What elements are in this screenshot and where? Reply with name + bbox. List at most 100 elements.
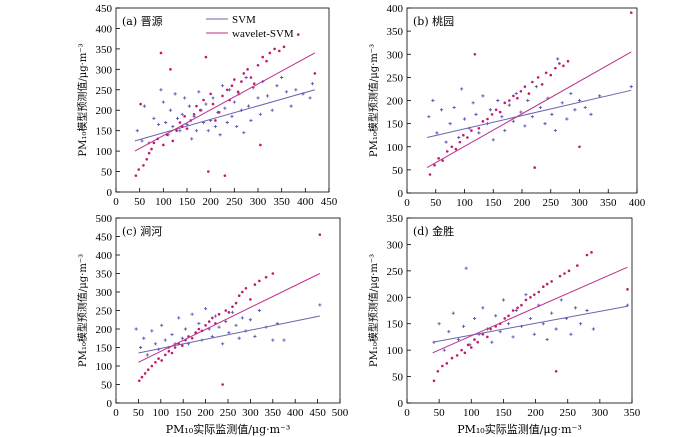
x-tick-label: 150 bbox=[495, 407, 512, 419]
wavelet-svm-point bbox=[140, 375, 144, 379]
svm-point bbox=[211, 96, 215, 100]
wavelet-svm-point bbox=[150, 364, 154, 368]
wavelet-svm-point bbox=[489, 327, 492, 331]
wavelet-svm-point bbox=[516, 96, 519, 100]
panel-4: 0 50 100 150 200 250 300 350 0 50 100 150 200 250 300 3… bbox=[367, 213, 641, 436]
svm-point bbox=[448, 122, 452, 126]
svm-point bbox=[170, 332, 174, 337]
svm-point bbox=[265, 94, 270, 98]
svm-point bbox=[253, 334, 257, 338]
y-tick-label: 150 bbox=[387, 319, 404, 331]
wavelet-svm-point bbox=[217, 312, 221, 316]
wavelet-svm-point bbox=[249, 298, 252, 301]
wavelet-svm-point bbox=[567, 269, 571, 273]
svm-point bbox=[177, 316, 181, 320]
x-tick-label: 100 bbox=[153, 407, 170, 419]
svm-point bbox=[477, 131, 481, 135]
wavelet-svm-point bbox=[441, 159, 444, 162]
y-tick-label: 250 bbox=[387, 72, 404, 84]
svm-point bbox=[556, 57, 560, 61]
wavelet-svm-point bbox=[139, 102, 142, 106]
wavelet-svm-point bbox=[486, 117, 489, 121]
x-tick-label: 250 bbox=[559, 407, 576, 419]
wavelet-svm-point bbox=[236, 90, 240, 94]
wavelet-svm-point bbox=[244, 287, 248, 290]
y-tick-label: 300 bbox=[96, 287, 113, 299]
svm-point bbox=[554, 327, 558, 331]
wavelet-svm-point bbox=[261, 55, 265, 59]
wavelet-svm-point bbox=[162, 143, 165, 147]
svm-point bbox=[437, 322, 441, 326]
wavelet-svm-point bbox=[233, 78, 236, 81]
wavelet-svm-point bbox=[473, 338, 476, 341]
wavelet-svm-point bbox=[217, 110, 221, 114]
wavelet-svm-series bbox=[432, 251, 629, 383]
wavelet-svm-point bbox=[145, 157, 149, 161]
svm-point bbox=[506, 322, 511, 326]
svm-point bbox=[256, 96, 260, 100]
svm-point bbox=[234, 323, 238, 327]
svm-point bbox=[318, 303, 322, 307]
wavelet-svm-point bbox=[516, 306, 519, 310]
wavelet-svm-point bbox=[503, 101, 507, 105]
y-tick-label: 150 bbox=[96, 126, 113, 138]
svm-point bbox=[439, 108, 444, 112]
svm-point bbox=[490, 340, 494, 344]
y-tick-label: 450 bbox=[96, 232, 113, 244]
wavelet-svm-point bbox=[532, 293, 536, 296]
svm-point bbox=[206, 129, 210, 133]
wavelet-svm-point bbox=[253, 283, 257, 286]
y-tick-label: 100 bbox=[387, 345, 404, 357]
svm-point bbox=[496, 98, 500, 103]
wavelet-svm-point bbox=[137, 379, 141, 383]
y-tick-label: 0 bbox=[398, 188, 404, 200]
wavelet-svm-point bbox=[234, 301, 238, 305]
wavelet-svm-point bbox=[460, 348, 463, 352]
wavelet-svm-point bbox=[437, 157, 440, 160]
wavelet-svm-point bbox=[578, 145, 581, 149]
svm-point bbox=[197, 321, 201, 326]
svm-point bbox=[530, 115, 534, 119]
y-axis-label: PM₁₀模型预测值/μg·m⁻³ bbox=[76, 43, 89, 156]
wavelet-svm-point bbox=[256, 63, 260, 67]
wavelet-svm-point bbox=[450, 145, 454, 149]
x-tick-label: 50 bbox=[134, 196, 146, 208]
svm-point bbox=[197, 90, 201, 94]
svm-point bbox=[248, 318, 252, 322]
y-tick-label: 50 bbox=[392, 165, 404, 177]
panel-3: 0 50 100 150 200 250 300 350 400 450 500 0 50 100 150 2… bbox=[76, 213, 349, 436]
svm-point bbox=[218, 133, 222, 137]
wavelet-svm-point bbox=[486, 335, 489, 339]
svm-point bbox=[427, 115, 431, 119]
wavelet-svm-point bbox=[249, 76, 253, 79]
wavelet-svm-point bbox=[507, 314, 510, 318]
wavelet-svm-point bbox=[214, 119, 217, 122]
x-tick-label: 300 bbox=[250, 196, 267, 208]
svm-point bbox=[550, 311, 554, 315]
y-tick-label: 350 bbox=[96, 44, 113, 56]
y-tick-label: 200 bbox=[387, 96, 404, 108]
svm-point bbox=[541, 322, 545, 326]
wavelet-svm-point bbox=[159, 51, 163, 55]
svm-point bbox=[163, 338, 167, 342]
svm-point bbox=[577, 98, 582, 103]
wavelet-svm-point bbox=[221, 383, 224, 386]
svm-point bbox=[227, 331, 231, 335]
y-tick-label: 350 bbox=[387, 26, 404, 38]
svm-point bbox=[498, 330, 502, 334]
svm-point bbox=[258, 112, 262, 116]
svm-point bbox=[511, 335, 515, 339]
svm-point bbox=[171, 124, 175, 129]
wavelet-svm-point bbox=[490, 113, 494, 116]
wavelet-svm-point bbox=[204, 324, 207, 327]
y-tick-label: 100 bbox=[96, 361, 113, 373]
wavelet-svm-point bbox=[225, 88, 229, 92]
x-tick-label: 100 bbox=[463, 407, 480, 419]
svm-point bbox=[553, 128, 557, 133]
y-tick-label: 150 bbox=[387, 119, 404, 131]
svm-point bbox=[228, 88, 232, 92]
wavelet-svm-point bbox=[278, 49, 281, 53]
svm-point bbox=[161, 100, 165, 104]
svm-point bbox=[223, 106, 227, 110]
wavelet-svm-series bbox=[426, 11, 633, 176]
